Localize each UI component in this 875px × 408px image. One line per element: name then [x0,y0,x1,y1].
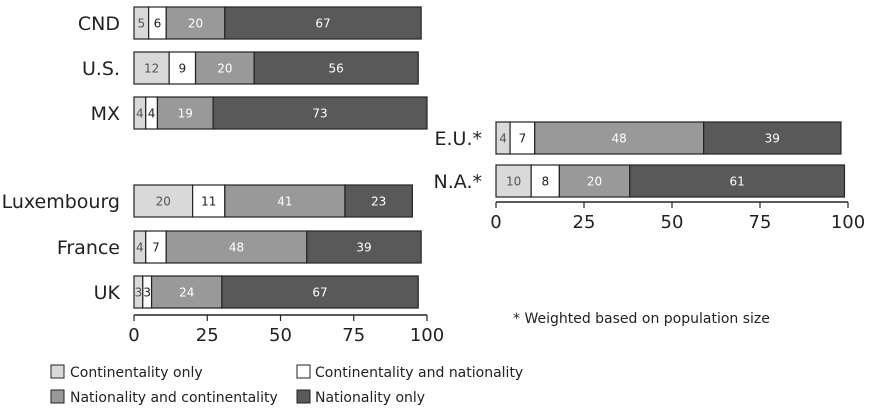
x-tick-label: 100 [831,212,865,233]
legend-item-nationality-and-continentality: Nationality and continentality [50,389,278,406]
legend-item-continentality-and-nationality: Continentality and nationality [296,364,523,381]
bar-n-a-continentality-and-nationality [530,164,560,198]
x-tick-label: 50 [269,325,292,346]
bar-cnd-nationality-and-continentality [165,6,226,40]
x-tick-label: 0 [128,325,139,346]
data-label-luxembourg-continentality-and-nationality: 11 [201,195,216,209]
legend-swatch-nationality-only [296,389,311,404]
data-label-e-u-continentality-and-nationality: 7 [519,132,527,146]
category-label-n-a: N.A.* [434,171,482,193]
bar-france-nationality-only [306,230,422,264]
data-label-luxembourg-continentality-only: 20 [156,195,171,209]
data-label-uk-nationality-and-continentality: 24 [179,286,194,300]
data-label-france-continentality-and-nationality: 7 [152,241,160,255]
bar-uk-nationality-only [221,275,419,309]
bar-n-a-nationality-only [629,164,846,198]
data-label-france-continentality-only: 4 [136,241,144,255]
data-label-mx-continentality-only: 4 [136,107,144,121]
data-label-u-s-continentality-only: 12 [144,62,159,76]
data-label-n-a-continentality-only: 10 [506,175,521,189]
category-label-e-u: E.U.* [435,128,483,150]
data-label-cnd-nationality-only: 67 [315,17,330,31]
data-label-u-s-nationality-only: 56 [329,62,344,76]
data-label-u-s-continentality-and-nationality: 9 [179,62,187,76]
chart-legend: Continentality only Continentality and n… [50,364,523,406]
data-label-n-a-nationality-only: 61 [729,175,744,189]
data-label-france-nationality-only: 39 [356,241,371,255]
bar-cnd-nationality-only [224,6,422,40]
weighted-population-note: * Weighted based on population size [513,311,770,327]
legend-item-continentality-only: Continentality only [50,364,203,381]
data-label-luxembourg-nationality-and-continentality: 41 [277,195,292,209]
category-label-u-s: U.S. [82,58,120,80]
legend-swatch-continentality-and-nationality [296,364,311,379]
data-label-e-u-nationality-only: 39 [765,132,780,146]
x-tick-label: 75 [749,212,772,233]
bar-france-nationality-and-continentality [165,230,308,264]
category-label-cnd: CND [78,13,120,35]
data-label-n-a-nationality-and-continentality: 20 [587,175,602,189]
bar-luxembourg-nationality-only [344,184,413,218]
data-label-uk-continentality-and-nationality: 3 [143,286,151,300]
data-label-cnd-continentality-only: 5 [138,17,146,31]
data-label-luxembourg-nationality-only: 23 [371,195,386,209]
data-label-u-s-nationality-and-continentality: 20 [217,62,232,76]
bar-mx-nationality-only [212,96,428,130]
data-label-france-nationality-and-continentality: 48 [229,241,244,255]
data-label-mx-nationality-only: 73 [312,107,327,121]
x-tick-label: 75 [342,325,365,346]
data-label-e-u-nationality-and-continentality: 48 [612,132,627,146]
legend-label-continentality-and-nationality: Continentality and nationality [315,365,523,381]
x-tick-label: 25 [196,325,219,346]
x-tick-label: 100 [410,325,444,346]
bar-luxembourg-continentality-and-nationality [192,184,226,218]
legend-swatch-nationality-and-continentality [50,389,65,404]
data-label-uk-continentality-only: 3 [135,286,143,300]
x-tick-label: 0 [490,212,501,233]
category-label-luxembourg: Luxembourg [2,191,120,213]
bar-n-a-nationality-and-continentality [558,164,631,198]
bar-u-s-nationality-and-continentality [194,51,255,85]
data-label-mx-nationality-and-continentality: 19 [178,107,193,121]
data-label-cnd-continentality-and-nationality: 6 [154,17,162,31]
right-chart-panel: E.U.* 4 7 48 39 N.A.* 10 8 20 61 0 25 50 75 100 [434,121,865,233]
bar-uk-nationality-and-continentality [150,275,223,309]
legend-swatch-continentality-only [50,364,65,379]
data-label-n-a-continentality-and-nationality: 8 [541,175,549,189]
x-tick-label: 25 [573,212,596,233]
bar-u-s-continentality-and-nationality [168,51,197,85]
data-label-cnd-nationality-and-continentality: 20 [188,17,203,31]
category-label-mx: MX [91,103,120,125]
bar-e-u-nationality-only [703,121,842,155]
legend-label-nationality-and-continentality: Nationality and continentality [70,390,278,406]
legend-label-continentality-only: Continentality only [70,365,203,381]
category-label-france: France [57,237,120,259]
data-label-mx-continentality-and-nationality: 4 [148,107,156,121]
legend-item-nationality-only: Nationality only [296,389,425,406]
legend-label-nationality-only: Nationality only [315,390,425,406]
x-tick-label: 50 [661,212,684,233]
data-label-e-u-continentality-only: 4 [499,132,507,146]
category-label-uk: UK [94,282,121,304]
data-label-uk-nationality-only: 67 [312,286,327,300]
bar-u-s-nationality-only [253,51,419,85]
bar-e-u-nationality-and-continentality [534,121,705,155]
